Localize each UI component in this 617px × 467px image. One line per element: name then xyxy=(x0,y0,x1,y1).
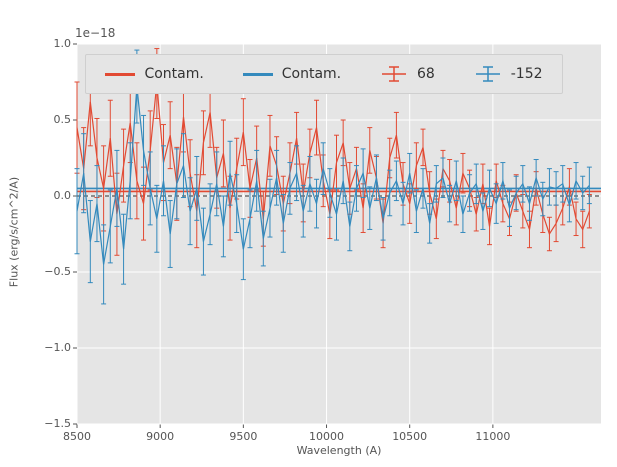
blue-errorbar-glyph xyxy=(474,64,502,84)
legend-label: -152 xyxy=(510,66,543,82)
legend-label: Contam. xyxy=(281,66,342,82)
x-axis-label: Wavelength (A) xyxy=(296,444,382,457)
y-axis-label: Flux (erg/s/cm^2/A) xyxy=(7,176,21,288)
y-tick-label: −1.0 xyxy=(44,341,71,354)
legend-entry-contam-blue: Contam. xyxy=(242,66,342,82)
x-tick-label: 10000 xyxy=(309,430,345,443)
y-tick-label: 0.5 xyxy=(53,113,72,126)
x-tick-label: 8500 xyxy=(63,430,91,443)
y-axis-offset-label: 1e−18 xyxy=(75,26,116,40)
x-tick-label: 9000 xyxy=(146,430,175,443)
legend-entry-neg152: -152 xyxy=(474,64,543,84)
red-line-glyph xyxy=(105,72,136,76)
y-tick-label: 0.0 xyxy=(53,189,72,202)
blue-line-glyph xyxy=(242,72,273,76)
x-tick-label: 9500 xyxy=(229,430,258,443)
y-tick-label: −0.5 xyxy=(44,265,71,278)
legend-entry-contam-red: Contam. xyxy=(105,66,204,82)
legend-entry-68: 68 xyxy=(380,64,435,84)
y-tick-label: 1.0 xyxy=(53,37,72,50)
y-tick-label: −1.5 xyxy=(44,417,71,430)
legend: Contam. Contam. 68 -152 xyxy=(85,54,563,94)
x-tick-label: 10500 xyxy=(392,430,428,443)
x-tick-label: 11000 xyxy=(475,430,511,443)
legend-label: Contam. xyxy=(144,66,204,82)
legend-label: 68 xyxy=(417,66,435,82)
red-errorbar-glyph xyxy=(380,64,408,84)
